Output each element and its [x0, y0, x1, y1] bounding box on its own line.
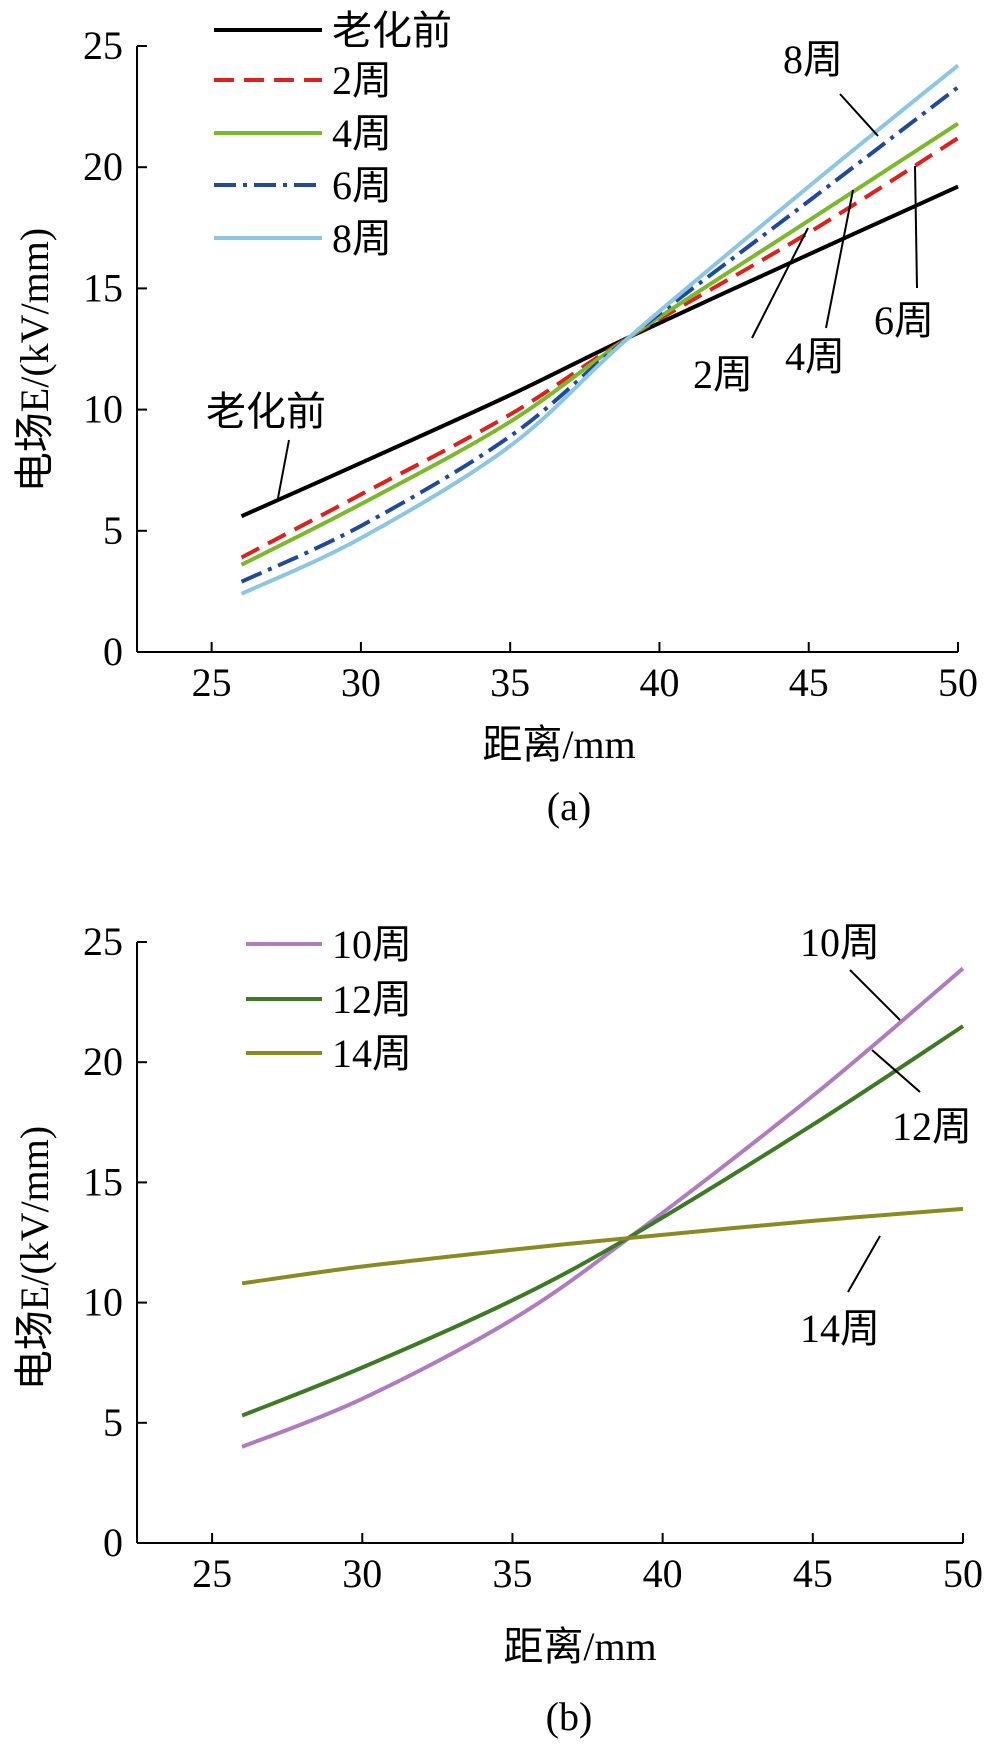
panel-a-axes	[136, 45, 959, 653]
x-tick-label: 50	[938, 660, 978, 705]
y-tick-label: 10	[83, 1280, 123, 1325]
annotation-14zhou-leader	[847, 1235, 881, 1293]
series-line-a-0	[240, 184, 959, 519]
panel-b-legend: 10周 12周 14周	[246, 922, 412, 1076]
series-line-b-1	[241, 1024, 965, 1418]
annotation-4zhou-leader	[825, 189, 854, 329]
annotation-10zhou: 10周	[800, 920, 880, 965]
y-tick-label: 0	[103, 1520, 123, 1565]
y-tick-label: 5	[103, 508, 123, 553]
panel-b-xlabel: 距离/mm	[503, 1624, 656, 1669]
panel-a-ylabel: 电场E/(kV/mm)	[12, 228, 57, 492]
legend-label-2zhou: 2周	[332, 58, 392, 103]
panel-a-panel-label: (a)	[547, 784, 591, 829]
x-tick-label: 45	[789, 660, 829, 705]
annotation-4zhou: 4周	[785, 334, 845, 379]
panel-b-series	[241, 966, 965, 1449]
x-tick-label: 40	[643, 1551, 683, 1596]
series-line-b-0	[241, 966, 965, 1449]
y-tick-label: 10	[83, 387, 123, 432]
x-tick-label: 25	[192, 660, 232, 705]
panel-b-tick-labels: 0 5 10 15 20 25 25 30 35 40 45 50	[83, 919, 983, 1596]
y-tick-label: 25	[83, 919, 123, 964]
x-tick-label: 30	[342, 1551, 382, 1596]
y-tick-label: 20	[83, 144, 123, 189]
y-tick-label: 15	[83, 1159, 123, 1204]
annotation-8zhou: 8周	[783, 37, 843, 82]
panel-b-ylabel: 电场E/(kV/mm)	[12, 1126, 57, 1390]
annotation-14zhou: 14周	[800, 1306, 880, 1351]
x-tick-label: 35	[490, 660, 530, 705]
y-tick-label: 20	[83, 1039, 123, 1084]
legend-label-14zhou: 14周	[332, 1031, 412, 1076]
x-tick-label: 50	[943, 1551, 983, 1596]
panel-a-annotations: 老化前 2周 4周 6周 8周	[206, 37, 934, 499]
x-tick-label: 40	[639, 660, 679, 705]
x-tick-label: 45	[793, 1551, 833, 1596]
series-line-a-3	[240, 85, 960, 584]
legend-label-8zhou: 8周	[332, 216, 392, 261]
series-line-a-2	[240, 121, 960, 567]
annotation-6zhou: 6周	[874, 298, 934, 343]
x-tick-label: 30	[341, 660, 381, 705]
y-tick-label: 15	[83, 265, 123, 310]
annotation-laohuaqian: 老化前	[206, 389, 326, 434]
panel-a-tick-labels: 0 5 10 15 20 25 25 30 35 40 45 50	[83, 23, 978, 705]
panel-a-xlabel: 距离/mm	[482, 722, 635, 767]
annotation-12zhou: 12周	[892, 1104, 972, 1149]
annotation-8zhou-leader	[839, 93, 879, 137]
annotation-2zhou: 2周	[693, 352, 753, 397]
x-tick-label: 35	[492, 1551, 532, 1596]
annotation-12zhou-leader	[871, 1049, 921, 1093]
panel-a-legend: 老化前 2周 4周 6周 8周	[214, 8, 452, 261]
panel-b-annotations: 10周 12周 14周	[800, 920, 972, 1351]
panel-b-panel-label: (b)	[546, 1694, 593, 1739]
series-line-a-1	[240, 136, 960, 560]
annotation-10zhou-leader	[849, 969, 901, 1021]
y-tick-label: 25	[83, 23, 123, 68]
annotation-6zhou-leader	[914, 165, 918, 289]
legend-label-laohuaqian: 老化前	[332, 8, 452, 53]
annotation-laohuaqian-leader	[277, 439, 290, 499]
panel-a-series	[240, 63, 960, 596]
y-tick-label: 5	[103, 1400, 123, 1445]
x-tick-label: 25	[192, 1551, 232, 1596]
panel-b-axes	[136, 941, 964, 1544]
y-tick-label: 0	[103, 629, 123, 674]
chart-panel-a: 0 5 10 15 20 25 25 30 35 40 45 50 距离/mm 电场E/(kV/mm)…	[12, 8, 978, 829]
legend-label-6zhou: 6周	[332, 163, 392, 208]
legend-label-12zhou: 12周	[332, 977, 412, 1022]
series-line-a-4	[240, 63, 960, 596]
chart-panel-b: 0 5 10 15 20 25 25 30 35 40 45 50 距离/mm 电场E/(kV/mm)…	[12, 919, 983, 1739]
legend-label-4zhou: 4周	[332, 111, 392, 156]
series-line-b-2	[241, 1206, 964, 1286]
annotation-2zhou-leader	[751, 227, 809, 339]
legend-label-10zhou: 10周	[332, 922, 412, 967]
